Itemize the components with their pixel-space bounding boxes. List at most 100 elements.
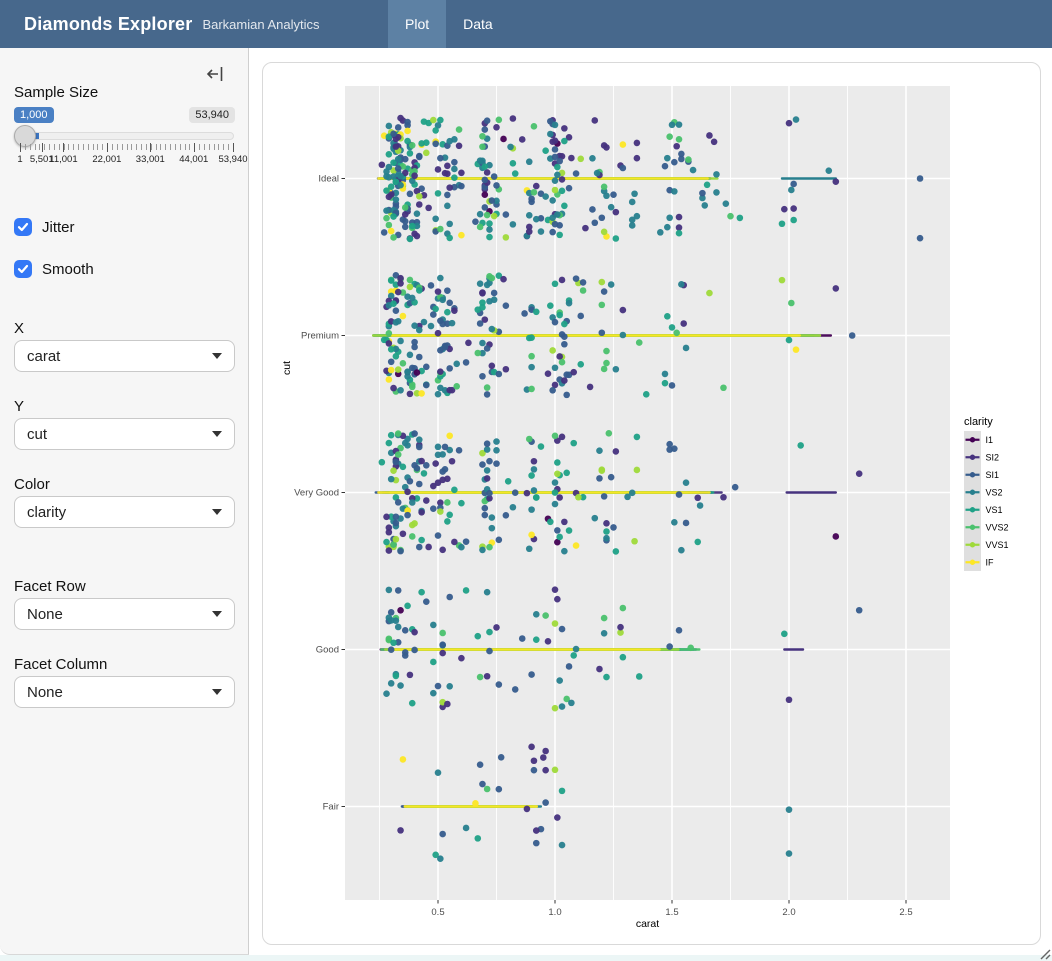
slider-minor-tick — [223, 144, 225, 150]
chevron-down-icon — [212, 611, 222, 617]
y-select-value: cut — [27, 425, 48, 443]
page-bottom-strip — [0, 955, 1052, 961]
slider-minor-tick — [39, 144, 41, 150]
slider-max-badge: 53,940 — [189, 107, 235, 123]
slider-minor-tick — [136, 144, 138, 150]
chevron-down-icon — [212, 431, 222, 437]
slider-major-tick — [41, 143, 43, 152]
slider-tick-label: 33,001 — [135, 154, 165, 165]
y-tick-label: Very Good — [294, 488, 339, 499]
slider-minor-tick — [24, 144, 26, 150]
tab-plot[interactable]: Plot — [388, 0, 447, 48]
slider-minor-tick — [34, 144, 36, 150]
smooth-checkbox[interactable]: Smooth — [14, 260, 94, 278]
x-tick-label: 0.5 — [431, 907, 444, 918]
legend-label: VVS1 — [986, 540, 1009, 550]
slider-minor-tick — [97, 144, 99, 150]
facet-column-select[interactable]: None — [14, 676, 235, 708]
slider-major-tick — [233, 143, 234, 152]
slider-major-tick — [150, 143, 152, 152]
y-tick-label: Premium — [301, 331, 339, 342]
slider-minor-tick — [92, 144, 94, 150]
checkbox-checked-icon — [14, 218, 32, 236]
sample-size-label: Sample Size — [14, 84, 99, 101]
x-select-label: X — [14, 320, 25, 337]
x-select-value: carat — [27, 347, 61, 365]
nav-tabs: Plot Data — [388, 0, 510, 48]
sidebar-collapse-button[interactable] — [205, 64, 227, 84]
y-axis-title: cut — [281, 361, 293, 375]
slider-minor-tick — [44, 144, 46, 150]
slider-minor-tick — [53, 144, 55, 150]
tab-data[interactable]: Data — [463, 16, 493, 32]
checkbox-checked-icon — [14, 260, 32, 278]
facet-row-select[interactable]: None — [14, 598, 235, 630]
x-tick-label: 2.5 — [899, 907, 912, 918]
scatter-points — [378, 114, 924, 863]
smooth-label: Smooth — [42, 260, 94, 278]
x-tick-label: 2.0 — [782, 907, 795, 918]
slider-value-badge: 1,000 — [14, 107, 54, 123]
legend-label: VS2 — [986, 487, 1003, 497]
slider-major-tick — [20, 143, 21, 152]
chevron-down-icon — [212, 509, 222, 515]
legend-label: SI1 — [986, 470, 1000, 480]
slider-minor-tick — [49, 144, 51, 150]
slider-minor-tick — [78, 144, 80, 150]
resize-handle-icon[interactable] — [1037, 946, 1051, 960]
slider-minor-tick — [82, 144, 84, 150]
slider-minor-tick — [228, 144, 230, 150]
slider-minor-tick — [111, 144, 113, 150]
color-select-label: Color — [14, 476, 50, 493]
color-select[interactable]: clarity — [14, 496, 235, 528]
slider-minor-tick — [213, 144, 215, 150]
slider-minor-tick — [160, 144, 162, 150]
jitter-checkbox[interactable]: Jitter — [14, 218, 75, 236]
y-tick-label: Fair — [323, 802, 339, 813]
slider-minor-tick — [131, 144, 133, 150]
app-header: Diamonds Explorer Barkamian Analytics Pl… — [0, 0, 1052, 48]
color-select-value: clarity — [27, 503, 67, 521]
slider-minor-tick — [87, 144, 89, 150]
slider-minor-tick — [121, 144, 123, 150]
smooth-lines — [371, 177, 837, 808]
x-tick-label: 1.0 — [548, 907, 561, 918]
facet-column-select-label: Facet Column — [14, 656, 108, 673]
plot-card: 0.5 1.0 1.5 2.0 2.5 Ideal Premium Very Good Good… — [262, 62, 1041, 945]
y-select[interactable]: cut — [14, 418, 235, 450]
sample-size-slider-track[interactable] — [16, 132, 234, 140]
legend-label: I1 — [986, 435, 994, 445]
slider-minor-tick — [179, 144, 181, 150]
slider-minor-tick — [126, 144, 128, 150]
slider-minor-tick — [194, 144, 196, 150]
sidebar: Sample Size 1,000 53,940 1 5,501 11,001 22,… — [0, 48, 249, 955]
legend-label: VS1 — [986, 505, 1003, 515]
slider-minor-tick — [29, 144, 31, 150]
slider-minor-tick — [218, 144, 220, 150]
slider-minor-tick — [184, 144, 186, 150]
slider-minor-tick — [208, 144, 210, 150]
slider-minor-tick — [165, 144, 167, 150]
slider-major-tick — [193, 143, 195, 152]
slider-minor-tick — [155, 144, 157, 150]
slider-minor-tick — [189, 144, 191, 150]
legend-title: clarity — [964, 416, 993, 428]
slider-tick-label: 11,001 — [49, 154, 78, 165]
slider-minor-tick — [174, 144, 176, 150]
facet-row-select-value: None — [27, 605, 63, 623]
collapse-left-icon — [206, 67, 223, 81]
x-select[interactable]: carat — [14, 340, 235, 372]
slider-minor-tick — [73, 144, 75, 150]
diamonds-plot: 0.5 1.0 1.5 2.0 2.5 Ideal Premium Very Good Good… — [281, 86, 1009, 930]
facet-column-select-value: None — [27, 683, 63, 701]
jitter-label: Jitter — [42, 218, 75, 236]
y-select-label: Y — [14, 398, 25, 415]
slider-minor-tick — [116, 144, 118, 150]
slider-tick-label: 5,501 — [29, 154, 54, 165]
slider-minor-tick — [145, 144, 147, 150]
slider-minor-tick — [141, 144, 143, 150]
main-content: 0.5 1.0 1.5 2.0 2.5 Ideal Premium Very Good Good… — [250, 48, 1052, 961]
chevron-down-icon — [212, 689, 222, 695]
slider-tick-label: 1 — [17, 154, 23, 165]
app-subtitle: Barkamian Analytics — [202, 16, 320, 32]
